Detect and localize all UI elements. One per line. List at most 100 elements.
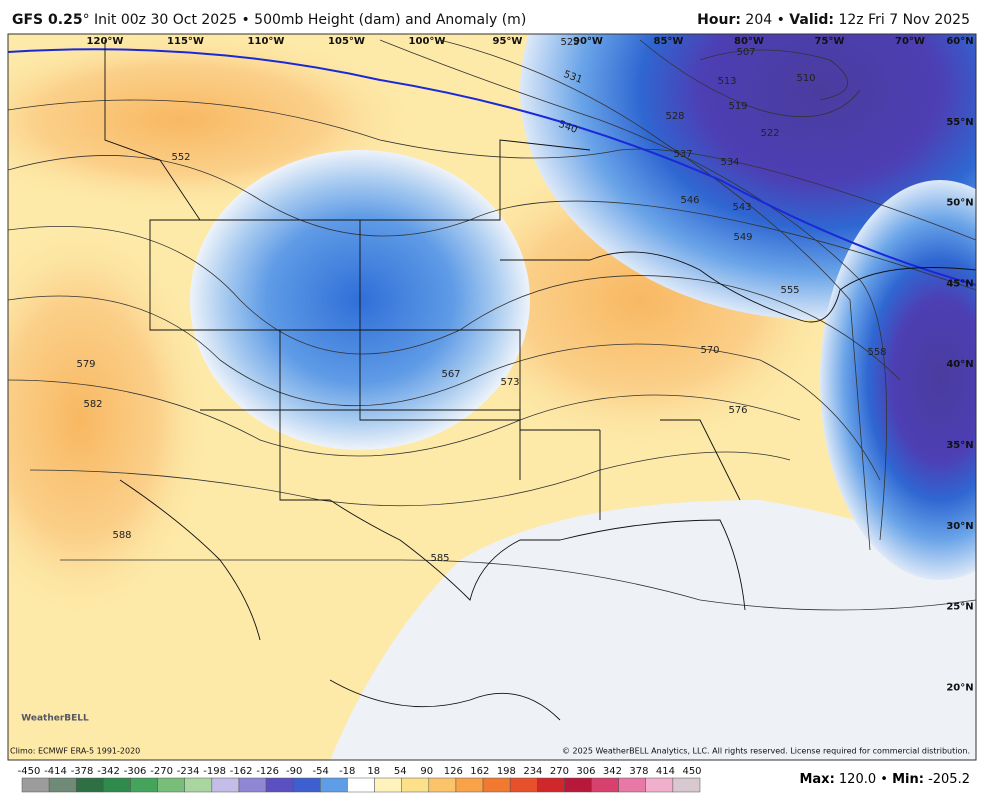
colorbar-tick-label: 306 [576, 766, 595, 777]
latitude-label: 50°N [946, 198, 973, 209]
colorbar-tick-label: -234 [177, 766, 200, 777]
colorbar-bin [292, 777, 321, 793]
colorbar-bin [347, 777, 375, 793]
colorbar-tick-label: -306 [124, 766, 147, 777]
colorbar-tick-label: -414 [44, 766, 67, 777]
contour-label: 534 [720, 157, 739, 168]
longitude-label: 95°W [493, 36, 523, 47]
contour-label: 567 [441, 369, 460, 380]
contour-label: 549 [733, 232, 752, 243]
latitude-label: 35°N [946, 440, 973, 451]
colorbar-tick-label: -90 [286, 766, 302, 777]
longitude-label: 85°W [654, 36, 684, 47]
contour-label: 576 [728, 405, 747, 416]
latitude-label: 55°N [946, 117, 973, 128]
colorbar-tick-label: -126 [256, 766, 279, 777]
latitude-label: 30°N [946, 521, 973, 532]
colorbar-bin [374, 777, 402, 793]
colorbar-tick-label: 270 [550, 766, 569, 777]
latitude-label: 25°N [946, 602, 973, 613]
colorbar-bin [48, 777, 77, 793]
climo-note: Climo: ECMWF ERA-5 1991-2020 [10, 747, 140, 756]
latitude-label: 20°N [946, 682, 973, 693]
contour-label: 585 [430, 553, 449, 564]
contour-label: 570 [700, 345, 719, 356]
colorbar-bin [184, 777, 213, 793]
colorbar-tick-label: -450 [18, 766, 41, 777]
colorbar-bin [320, 777, 348, 793]
colorbar-tick-label: 378 [629, 766, 648, 777]
colorbar-bin [211, 777, 240, 793]
contour-label: 513 [717, 76, 736, 87]
longitude-label: 100°W [409, 36, 446, 47]
map-frame [7, 33, 977, 761]
contour-label: 555 [780, 285, 799, 296]
colorbar-bin [428, 777, 457, 793]
colorbar-tick-label: 162 [470, 766, 489, 777]
colorbar-tick-label: 234 [523, 766, 542, 777]
contour-label: 519 [728, 101, 747, 112]
colorbar-tick-label: -378 [71, 766, 94, 777]
contour-label: 525 [560, 37, 579, 48]
colorbar-bin [564, 777, 592, 793]
colorbar-bin [591, 777, 619, 793]
latitude-label: 45°N [946, 278, 973, 289]
contour-label: 546 [680, 195, 699, 206]
max-min: Max: 120.0 • Min: -205.2 [799, 772, 970, 787]
contour-label: 588 [112, 530, 131, 541]
longitude-label: 120°W [87, 36, 124, 47]
longitude-label: 115°W [167, 36, 204, 47]
colorbar-bin [265, 777, 294, 793]
colorbar-bin [618, 777, 647, 793]
colorbar-bin [130, 777, 158, 793]
colorbar-bin [537, 777, 565, 793]
contour-label: 552 [171, 152, 190, 163]
colorbar-tick-label: 18 [367, 766, 380, 777]
colorbar-bin [157, 777, 185, 793]
colorbar-tick-label: 450 [682, 766, 701, 777]
colorbar-tick-label: -270 [150, 766, 173, 777]
longitude-label: 110°W [248, 36, 285, 47]
colorbar-bin [238, 777, 267, 793]
contour-label: 573 [500, 377, 519, 388]
colorbar-tick-label: 342 [603, 766, 622, 777]
colorbar-bin [509, 777, 538, 793]
map [8, 34, 976, 760]
header-title: GFS 0.25° Init 00z 30 Oct 2025 • 500mb H… [12, 12, 526, 28]
longitude-label: 80°W [734, 36, 764, 47]
colorbar-bin [482, 777, 511, 793]
header-valid: Hour: 204 • Valid: 12z Fri 7 Nov 2025 [697, 12, 970, 28]
colorbar-tick-label: -18 [339, 766, 355, 777]
colorbar-tick-label: -54 [313, 766, 329, 777]
colorbar-bin [455, 777, 484, 793]
colorbar-tick-label: -162 [230, 766, 253, 777]
colorbar-tick-label: 198 [497, 766, 516, 777]
contour-label: 522 [760, 128, 779, 139]
contour-label: 528 [665, 111, 684, 122]
colorbar-tick-label: -342 [97, 766, 120, 777]
contour-label: 579 [76, 359, 95, 370]
contour-label: 507 [736, 47, 755, 58]
colorbar-bin [645, 777, 674, 793]
longitude-label: 70°W [895, 36, 925, 47]
contour-label: 543 [732, 202, 751, 213]
colorbar-bin [103, 777, 131, 793]
longitude-label: 75°W [815, 36, 845, 47]
colorbar-tick-label: 414 [656, 766, 675, 777]
colorbar-tick-label: 54 [394, 766, 407, 777]
contour-label: 537 [673, 149, 692, 160]
copyright: © 2025 WeatherBELL Analytics, LLC. All r… [562, 747, 970, 756]
latitude-label: 40°N [946, 359, 973, 370]
colorbar-tick-label: 126 [444, 766, 463, 777]
colorbar-tick-label: 90 [420, 766, 433, 777]
logo: WeatherBELL [21, 714, 89, 724]
colorbar-bin [672, 777, 701, 793]
latitude-label: 60°N [946, 36, 973, 47]
contour-label: 582 [83, 399, 102, 410]
colorbar-bin [21, 777, 50, 793]
colorbar-bin [75, 777, 104, 793]
longitude-label: 105°W [328, 36, 365, 47]
colorbar-tick-label: -198 [203, 766, 226, 777]
colorbar-bin [401, 777, 430, 793]
